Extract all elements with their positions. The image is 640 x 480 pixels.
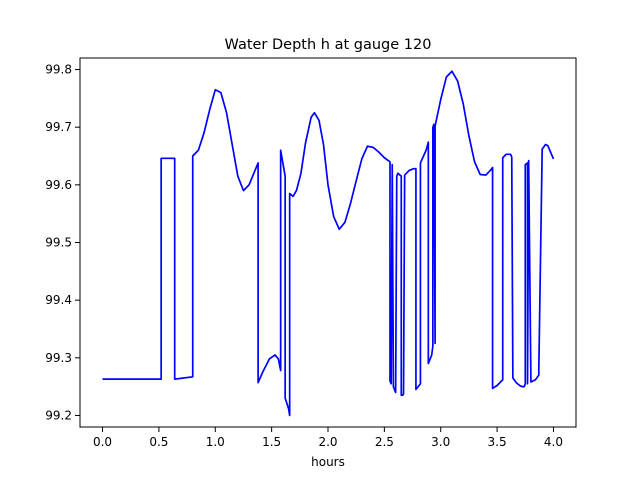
y-axis-ticks: 99.2 99.3 99.4 99.5 99.6 99.7 99.8 [45,63,80,422]
x-tick-label: 4.0 [544,435,563,449]
x-axis-ticks: 0.0 0.5 1.0 1.5 2.0 2.5 3.0 3.5 4.0 [93,427,563,449]
y-tick-label: 99.6 [45,178,72,192]
y-tick-label: 99.5 [45,236,72,250]
x-tick-label: 0.5 [149,435,168,449]
axes-frame [79,57,577,428]
x-tick-label: 0.0 [93,435,112,449]
x-tick-label: 1.0 [206,435,225,449]
water-depth-series-line [102,70,555,417]
y-tick-label: 99.2 [45,408,72,422]
y-tick-label: 99.8 [45,63,72,77]
plot-area [102,70,555,417]
chart-title: Water Depth h at gauge 120 [225,37,432,53]
y-tick-label: 99.7 [45,120,72,134]
x-tick-label: 3.5 [488,435,507,449]
x-tick-label: 3.0 [431,435,450,449]
x-axis-label: hours [311,455,345,469]
y-tick-label: 99.4 [45,293,72,307]
x-tick-label: 2.0 [318,435,337,449]
x-tick-label: 2.5 [375,435,394,449]
x-tick-label: 1.5 [262,435,281,449]
y-tick-label: 99.3 [45,351,72,365]
